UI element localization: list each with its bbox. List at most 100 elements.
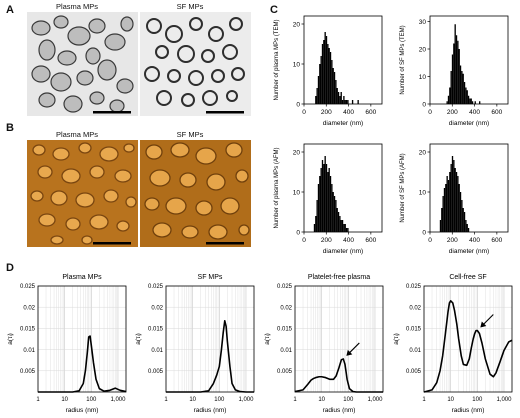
tem-image-sf-art bbox=[144, 17, 245, 114]
y-tick-label: 0 bbox=[296, 101, 300, 108]
histogram-bar bbox=[462, 73, 464, 104]
histogram-bar bbox=[345, 100, 348, 104]
histogram-bar bbox=[461, 71, 463, 104]
histogram-bar bbox=[467, 228, 470, 232]
x-tick-label: 1,000 bbox=[367, 397, 383, 403]
x-axis-label: diameter (nm) bbox=[323, 120, 363, 127]
histogram-bar bbox=[357, 100, 359, 104]
histogram-bar bbox=[458, 49, 460, 104]
x-tick-label: 200 bbox=[447, 237, 458, 244]
histogram-bar bbox=[351, 100, 354, 104]
y-tick-label: 0.01 bbox=[409, 348, 421, 354]
afm-image-sf bbox=[140, 140, 251, 247]
histogram-bar bbox=[450, 71, 452, 104]
panel-a-title-sf: SF MPs bbox=[176, 2, 204, 11]
y-tick-label: 0.015 bbox=[277, 327, 293, 333]
histogram-bar bbox=[457, 40, 459, 104]
histogram-bar bbox=[323, 164, 325, 232]
x-tick-label: 1 bbox=[293, 397, 297, 403]
histogram-bar bbox=[466, 224, 468, 232]
x-tick-label: 0 bbox=[428, 237, 432, 244]
histogram-bar bbox=[339, 96, 341, 104]
histogram-bar bbox=[317, 76, 320, 104]
panel-label-c: C bbox=[270, 4, 278, 16]
histogram-bar bbox=[321, 160, 324, 232]
afm-image-plasma-art bbox=[30, 142, 137, 245]
histogram-bar bbox=[327, 44, 329, 104]
x-tick-label: 600 bbox=[491, 109, 502, 116]
x-axis-label: radius (nm) bbox=[452, 407, 485, 414]
y-tick-label: 0.025 bbox=[406, 284, 422, 290]
y-axis-label: a(τᵢ) bbox=[7, 333, 14, 345]
histogram-bar bbox=[443, 188, 446, 232]
histogram-bar bbox=[331, 184, 333, 232]
y-tick-label: 0.005 bbox=[406, 369, 422, 375]
histogram-bar bbox=[465, 87, 467, 104]
histogram-bar bbox=[449, 172, 451, 232]
histogram-bar bbox=[451, 156, 454, 232]
x-tick-label: 400 bbox=[469, 237, 480, 244]
dls-chart-cell-free-sf: 1 10 100 1,000 0.005 0.01 0.015 0.02 0.025 Cell-f… bbox=[393, 274, 513, 414]
dls-curve bbox=[294, 358, 383, 393]
histogram-bar bbox=[454, 168, 456, 232]
dls-chart-plasma-mps: 1 10 100 1,000 0.005 0.01 0.015 0.02 0.025 Plasma… bbox=[7, 274, 127, 414]
x-tick-label: 10 bbox=[447, 397, 454, 403]
x-tick-label: 100 bbox=[472, 397, 483, 403]
dls-chart-sf-mps: 1 10 100 1,000 0.005 0.01 0.015 0.02 0.025 SF MPs… bbox=[135, 274, 255, 414]
histogram-bar bbox=[447, 95, 450, 104]
x-tick-label: 10 bbox=[61, 397, 68, 403]
histogram-bar bbox=[324, 32, 326, 104]
x-tick-label: 1 bbox=[422, 397, 426, 403]
histogram-bar bbox=[466, 90, 468, 104]
y-axis-label: Number of SF MPs (AFM) bbox=[400, 153, 406, 222]
panel-label-a: A bbox=[6, 4, 14, 16]
y-tick-label: 10 bbox=[293, 61, 301, 68]
histogram-bar bbox=[469, 98, 471, 104]
histogram-bar bbox=[337, 92, 340, 104]
histogram-bar bbox=[329, 176, 332, 232]
histogram-bar bbox=[316, 88, 318, 104]
histogram-bar bbox=[463, 82, 466, 104]
x-tick-label: 0 bbox=[302, 109, 306, 116]
histogram-bar bbox=[459, 192, 462, 232]
x-tick-label: 600 bbox=[365, 109, 376, 116]
plot-frame bbox=[423, 285, 513, 393]
tem-image-sf bbox=[140, 12, 251, 116]
histogram-bar bbox=[471, 101, 474, 104]
dls-chart-platelet-free-plasma: 1 10 100 1,000 0.005 0.01 0.015 0.02 0.025 Platel… bbox=[264, 274, 384, 414]
y-tick-label: 0.005 bbox=[277, 369, 293, 375]
y-axis-label: Number of plasma MPs (AFM) bbox=[274, 147, 280, 228]
histogram-bar bbox=[323, 40, 325, 104]
panel-label-b: B bbox=[6, 122, 14, 134]
y-tick-label: 0.025 bbox=[20, 284, 36, 290]
histogram-bar bbox=[455, 35, 458, 104]
y-tick-label: 20 bbox=[419, 46, 427, 53]
y-tick-label: 0.015 bbox=[148, 327, 164, 333]
panel-b-title-sf: SF MPs bbox=[176, 130, 204, 139]
x-tick-label: 100 bbox=[214, 397, 225, 403]
x-tick-label: 10 bbox=[318, 397, 325, 403]
y-tick-label: 0.015 bbox=[406, 327, 422, 333]
y-tick-label: 0.005 bbox=[148, 369, 164, 375]
histogram-bar bbox=[479, 101, 481, 104]
annotation-arrow bbox=[481, 314, 494, 326]
x-tick-label: 10 bbox=[189, 397, 196, 403]
y-axis-label: a(τᵢ) bbox=[264, 333, 271, 345]
y-tick-label: 20 bbox=[293, 149, 301, 156]
plot-frame bbox=[429, 15, 509, 105]
y-tick-label: 0.02 bbox=[151, 305, 163, 311]
panel-label-d: D bbox=[6, 262, 14, 274]
y-tick-label: 0.025 bbox=[277, 284, 293, 290]
annotation-arrow-head bbox=[346, 349, 353, 356]
plot-frame bbox=[303, 15, 383, 105]
histogram-bar bbox=[328, 168, 330, 232]
x-tick-label: 600 bbox=[365, 237, 376, 244]
y-tick-label: 0 bbox=[296, 229, 300, 236]
histogram-bar bbox=[335, 200, 337, 232]
dls-curve bbox=[423, 300, 513, 393]
x-tick-label: 100 bbox=[343, 397, 354, 403]
histogram-bar bbox=[325, 36, 328, 104]
histogram-bar bbox=[465, 220, 467, 232]
y-tick-label: 0.01 bbox=[151, 348, 163, 354]
histogram-bar bbox=[332, 192, 334, 232]
